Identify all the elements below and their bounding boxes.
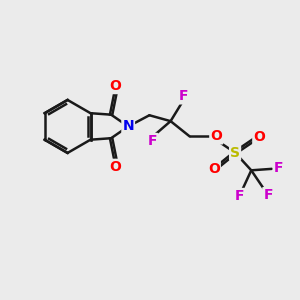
Text: F: F	[263, 188, 273, 202]
Text: F: F	[148, 134, 157, 148]
Text: F: F	[235, 189, 244, 203]
Text: F: F	[274, 161, 283, 175]
Text: S: S	[230, 146, 240, 160]
Text: O: O	[110, 160, 122, 174]
Text: F: F	[178, 89, 188, 103]
Text: N: N	[122, 119, 134, 134]
Text: O: O	[110, 79, 122, 93]
Text: O: O	[210, 130, 222, 143]
Text: O: O	[208, 161, 220, 176]
Text: O: O	[253, 130, 265, 144]
